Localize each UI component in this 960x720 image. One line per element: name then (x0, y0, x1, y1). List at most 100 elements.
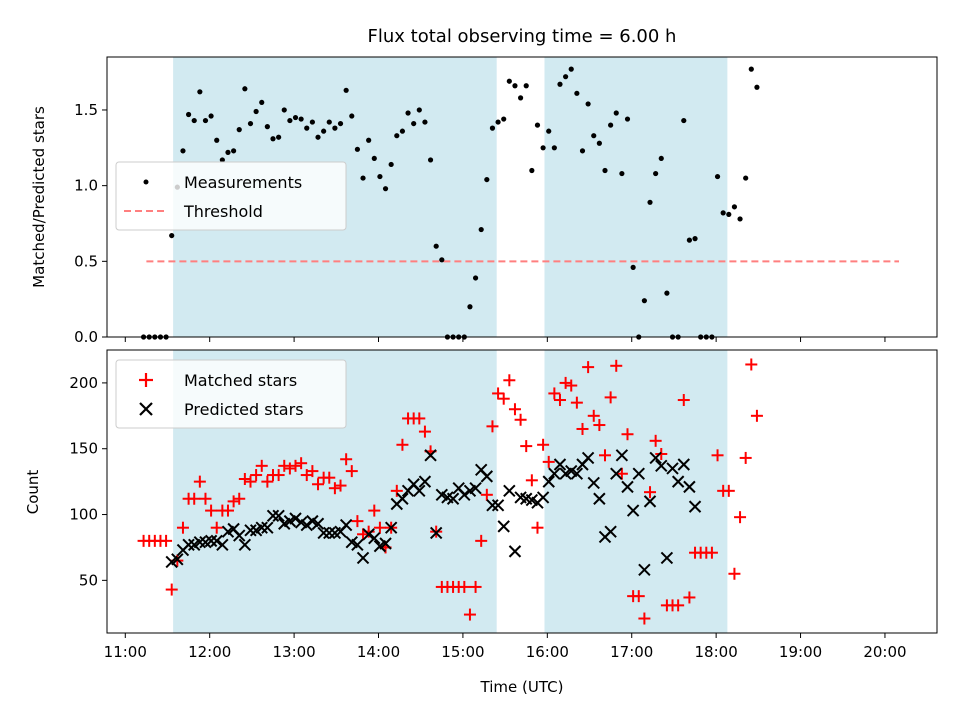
measurement-point (208, 113, 214, 119)
predicted-point (413, 484, 426, 498)
ratio-y-axis: 0.0 0.5 1.0 1.5 (74, 101, 107, 346)
predicted-point (418, 475, 432, 488)
matched-point (672, 599, 685, 612)
measurement-point (506, 78, 512, 84)
measurement-point (411, 120, 417, 127)
matched-point (734, 511, 747, 524)
measurement-point (737, 216, 743, 222)
matched-point (750, 409, 763, 422)
measurement-point (321, 128, 327, 134)
predicted-point (244, 524, 257, 537)
measurement-point (726, 211, 732, 218)
matched-point (261, 475, 274, 488)
predicted-point (480, 470, 494, 483)
observing-window (544, 350, 728, 633)
x-tick-label: 18:00 (695, 643, 738, 661)
measurement-point (478, 226, 484, 233)
predicted-point (368, 532, 381, 545)
predicted-point (384, 521, 398, 534)
predicted-point (171, 553, 184, 566)
matched-point (160, 534, 173, 547)
predicted-point (536, 491, 550, 504)
predicted-point (356, 551, 370, 565)
matched-point (351, 515, 364, 528)
matched-point (368, 504, 381, 517)
matched-point (576, 422, 589, 435)
measurement-point (247, 120, 254, 127)
matched-point (582, 361, 595, 374)
measurement-point (191, 117, 197, 124)
matched-point (272, 469, 285, 482)
x-axis-label: Time (UTC) (480, 678, 564, 696)
y-tick-label: 1.0 (74, 177, 98, 195)
matched-point (413, 412, 426, 425)
measurement-point (540, 145, 546, 151)
measurement-point (180, 148, 186, 154)
matched-point (165, 583, 178, 596)
measurement-point (624, 116, 631, 122)
measurement-point (281, 107, 287, 113)
predicted-point (508, 545, 522, 558)
count-legend: Matched stars Predicted stars (115, 359, 347, 429)
matched-point (373, 521, 386, 534)
measurement-point (236, 127, 242, 133)
count-y-axis: 50 100 150 200 (69, 374, 107, 589)
measurement-point (343, 87, 349, 93)
x-tick-label: 16:00 (526, 643, 569, 661)
measurement-point (304, 125, 310, 131)
measurement-point (568, 66, 574, 72)
predicted-point (238, 538, 252, 552)
matched-point (615, 467, 628, 480)
x-tick-label: 15:00 (441, 643, 484, 661)
matched-point (655, 447, 668, 460)
measurement-point (366, 137, 372, 143)
legend-measurements: Measurements (184, 173, 302, 192)
measurement-point (563, 74, 569, 80)
measurement-point (422, 119, 428, 125)
legend-predicted: Predicted stars (184, 400, 304, 419)
chart-title: Flux total observing time = 6.00 h (368, 26, 677, 47)
matched-point (638, 612, 651, 625)
measurement-point (467, 304, 473, 310)
y-tick-label: 0.5 (74, 252, 98, 270)
matched-point (188, 492, 201, 505)
measurement-point (585, 101, 591, 107)
predicted-point (317, 526, 330, 540)
measurement-point (720, 210, 726, 216)
y-tick-label: 0.0 (74, 328, 98, 346)
y-tick-label: 1.5 (74, 101, 98, 119)
measurement-point (433, 243, 439, 249)
matched-point (728, 567, 741, 580)
x-tick-label: 19:00 (779, 643, 822, 661)
y-tick-label: 100 (69, 506, 98, 524)
measurement-point (394, 133, 400, 139)
y-tick-label: 50 (79, 571, 98, 589)
matched-point (306, 465, 319, 478)
matched-point (328, 482, 341, 495)
measurement-point (579, 148, 586, 154)
predicted-point (649, 451, 662, 465)
measurement-point (382, 186, 389, 192)
predicted-point (351, 538, 364, 552)
panel-ratio: 0.0 0.5 1.0 1.5 Matched/Predicted stars Mea… (30, 56, 938, 346)
time-x-axis: 11:00 12:00 13:00 14:00 15:00 16:00 17:00 18:00… (104, 633, 907, 661)
x-tick-label: 13:00 (272, 643, 315, 661)
predicted-point (570, 467, 584, 480)
legend-predicted-marker (139, 402, 153, 416)
predicted-star-points (165, 449, 702, 577)
predicted-point (216, 538, 229, 552)
predicted-point (193, 535, 207, 549)
predicted-point (615, 449, 629, 462)
measurement-point (602, 167, 608, 174)
matched-point (233, 492, 246, 505)
predicted-point (553, 458, 567, 471)
measurement-point (512, 83, 518, 89)
measurement-point (315, 134, 321, 140)
measurement-point (242, 86, 248, 92)
matched-point (632, 590, 645, 603)
matched-point (193, 475, 206, 488)
predicted-point (182, 538, 195, 552)
ratio-x-ticks (124, 337, 886, 342)
predicted-point (486, 499, 499, 512)
matched-point (244, 475, 257, 488)
